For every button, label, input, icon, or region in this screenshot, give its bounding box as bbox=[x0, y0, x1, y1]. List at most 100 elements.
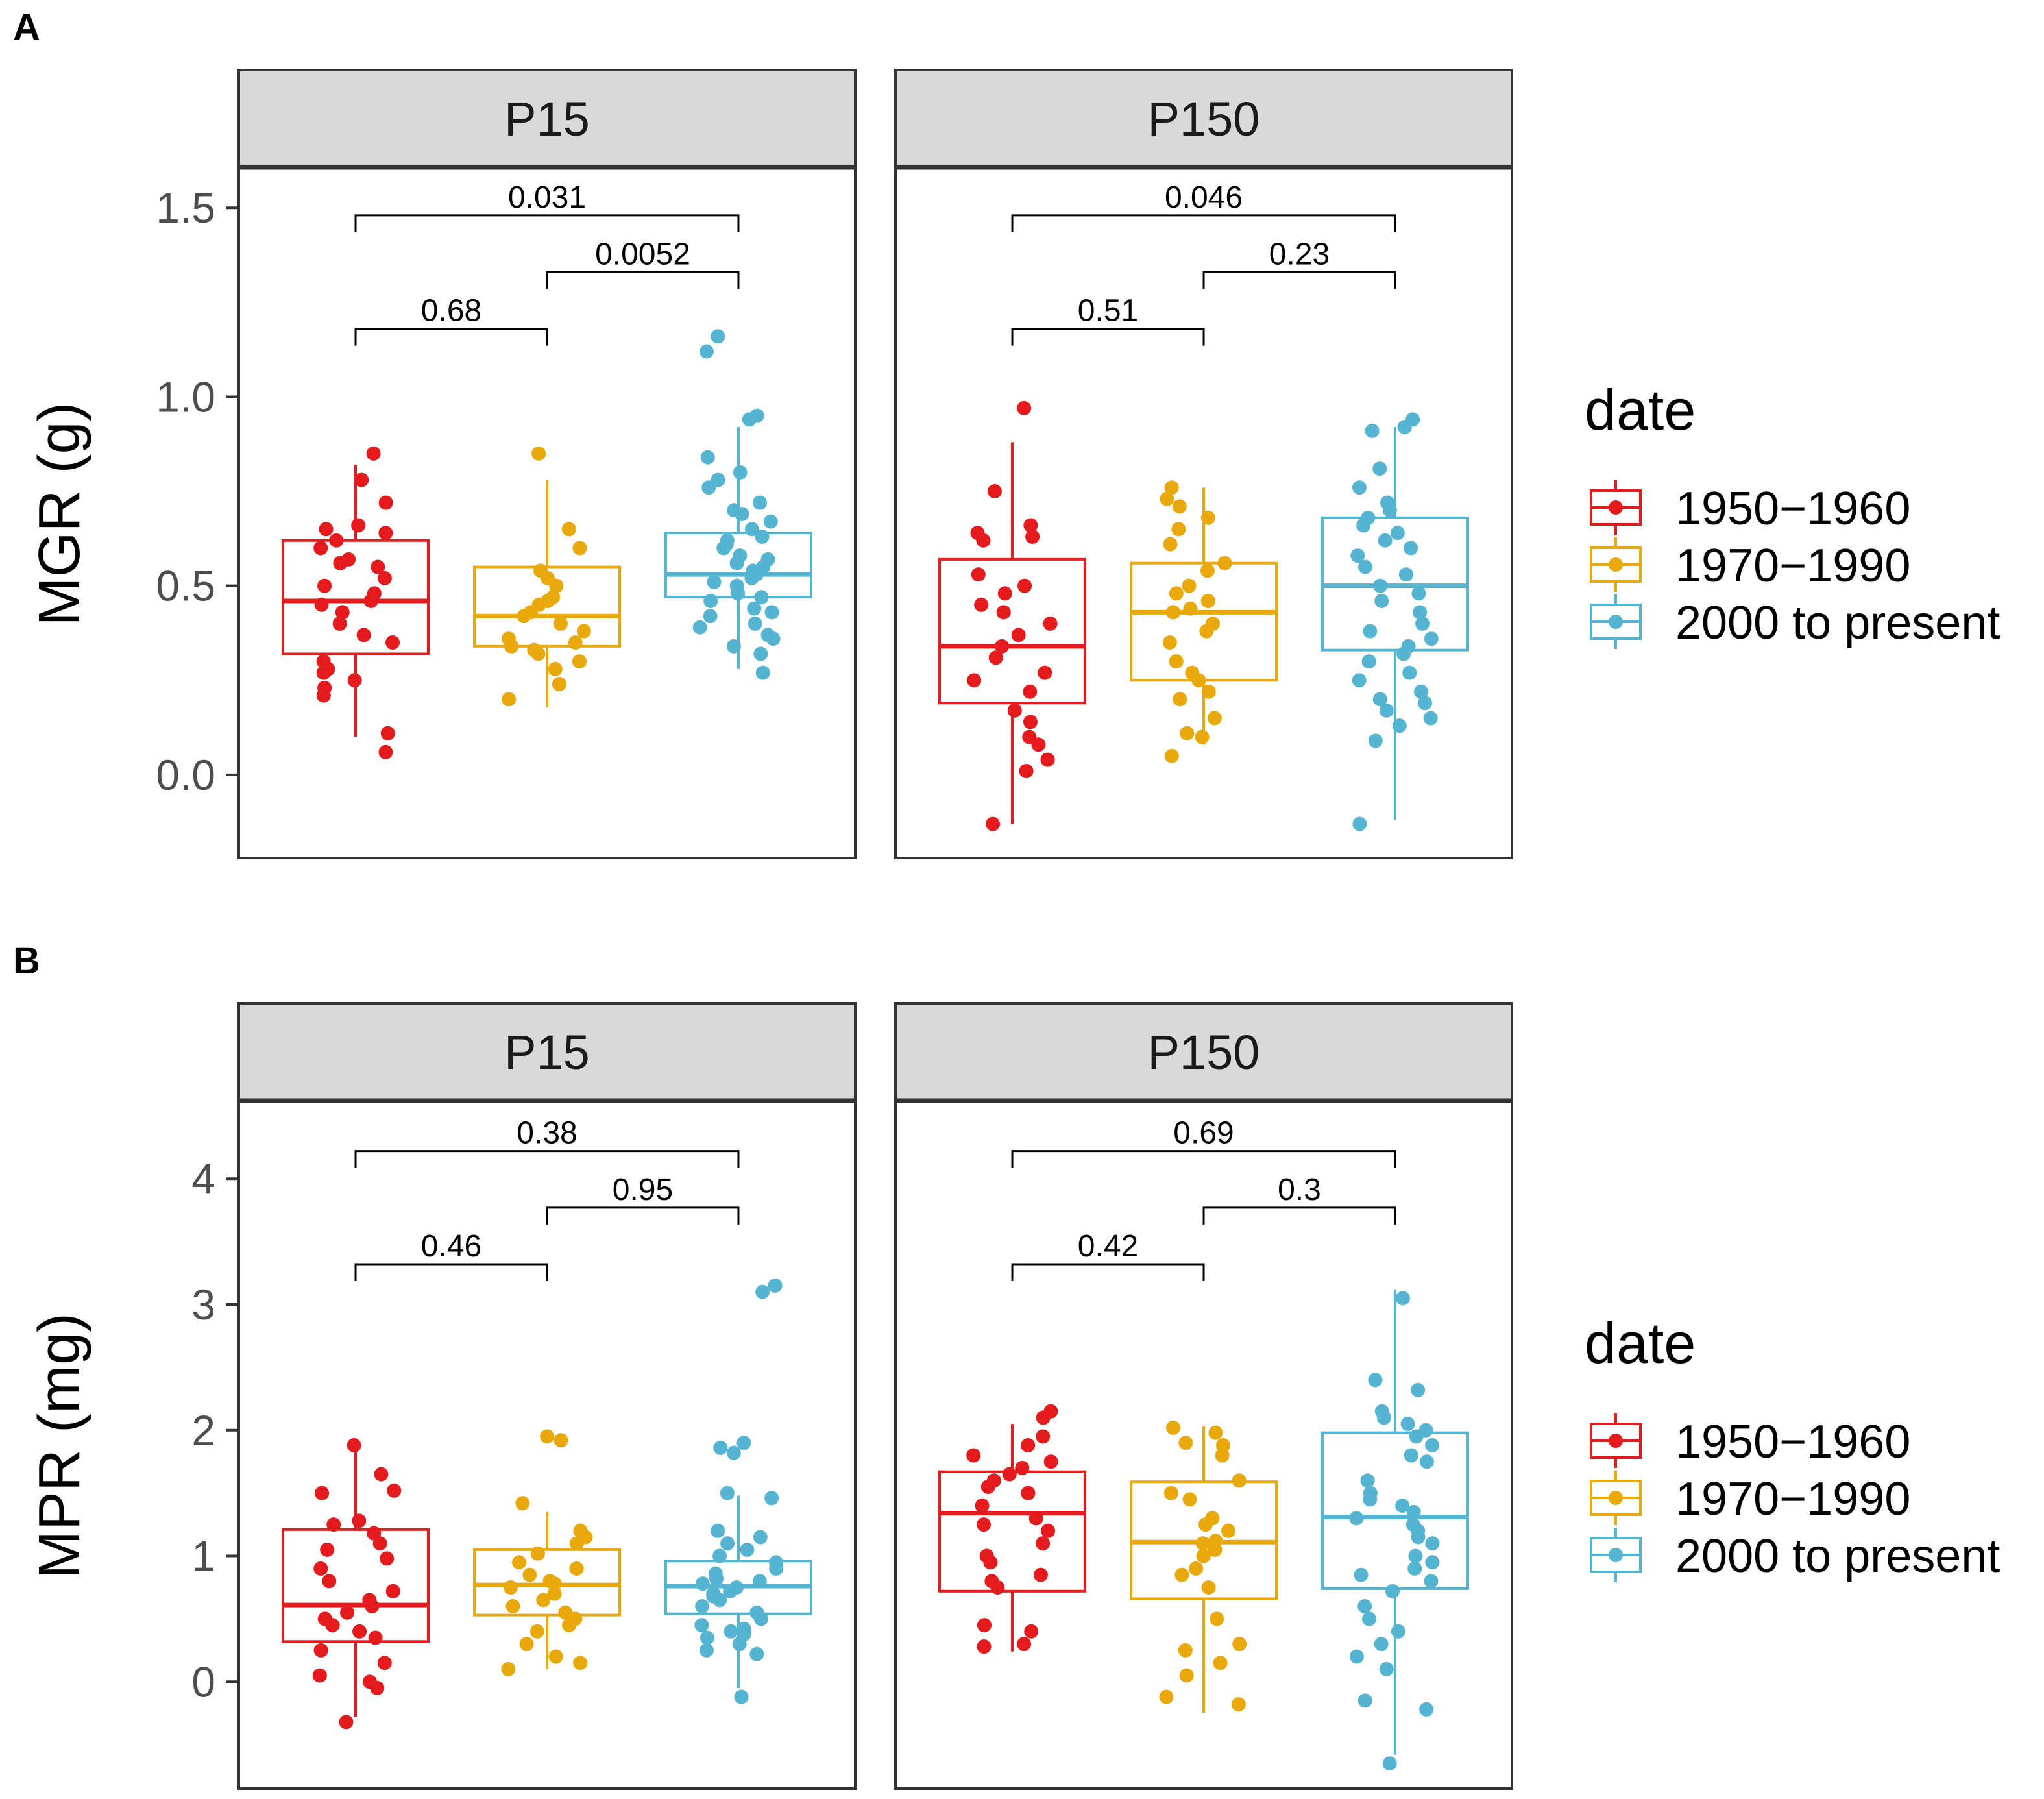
data-point bbox=[387, 1483, 402, 1498]
data-point bbox=[1215, 1448, 1230, 1463]
legend-key-point bbox=[1609, 1491, 1623, 1505]
legend-key-point bbox=[1609, 1434, 1623, 1448]
data-point bbox=[371, 559, 385, 574]
data-point bbox=[339, 1715, 354, 1730]
data-point bbox=[1352, 480, 1367, 495]
data-point bbox=[997, 586, 1012, 601]
data-point bbox=[1232, 1473, 1247, 1488]
data-point bbox=[700, 450, 715, 465]
data-point bbox=[1424, 1574, 1439, 1589]
data-point bbox=[1396, 646, 1411, 661]
data-point bbox=[1213, 1656, 1228, 1670]
data-point bbox=[1024, 1624, 1039, 1639]
legend-entry: 1950−1960 bbox=[1590, 1414, 1910, 1468]
bracket-line bbox=[546, 1206, 740, 1225]
data-point bbox=[699, 1643, 714, 1658]
data-point bbox=[726, 1445, 741, 1460]
legend-entry: 1970−1990 bbox=[1590, 537, 1910, 592]
p-value-label: 0.42 bbox=[1078, 1229, 1138, 1264]
data-point bbox=[1164, 748, 1179, 763]
comparison-bracket: 0.046 bbox=[1011, 180, 1396, 232]
comparison-bracket: 0.3 bbox=[1202, 1173, 1396, 1225]
comparison-bracket: 0.42 bbox=[1011, 1229, 1205, 1282]
data-point bbox=[548, 1649, 563, 1664]
box-1 bbox=[938, 1404, 1087, 1654]
data-point bbox=[316, 665, 331, 680]
data-point bbox=[1424, 631, 1439, 646]
box-iqr bbox=[282, 1528, 430, 1643]
comparison-bracket: 0.38 bbox=[354, 1116, 740, 1168]
data-point bbox=[1002, 1467, 1017, 1482]
data-point bbox=[1404, 1448, 1418, 1463]
legend-entry: 1950−1960 bbox=[1590, 480, 1910, 535]
data-point bbox=[720, 1486, 735, 1500]
data-point bbox=[1200, 593, 1215, 608]
bracket-line bbox=[354, 1150, 740, 1168]
data-point bbox=[1036, 1429, 1051, 1444]
data-point bbox=[1379, 703, 1394, 718]
data-point bbox=[1017, 578, 1032, 593]
data-point bbox=[1217, 556, 1232, 570]
data-point bbox=[724, 1624, 738, 1639]
data-point bbox=[1164, 480, 1179, 495]
data-point bbox=[1196, 1548, 1211, 1563]
data-point bbox=[1368, 1373, 1383, 1388]
data-point bbox=[1352, 816, 1367, 831]
data-point bbox=[356, 628, 371, 642]
data-point bbox=[1411, 1530, 1426, 1545]
data-point bbox=[1166, 1420, 1181, 1435]
comparison-bracket: 0.0052 bbox=[546, 237, 740, 289]
data-point bbox=[755, 529, 770, 544]
data-point bbox=[988, 650, 1003, 665]
data-point bbox=[1415, 616, 1430, 631]
data-point bbox=[1413, 605, 1428, 620]
data-point bbox=[1021, 1438, 1036, 1453]
data-point bbox=[1166, 605, 1181, 620]
data-point bbox=[1171, 522, 1186, 537]
facet-panel-border bbox=[237, 166, 857, 859]
data-point bbox=[1036, 1410, 1051, 1425]
data-point bbox=[320, 1542, 335, 1557]
box-1 bbox=[938, 400, 1087, 831]
data-point bbox=[1409, 1429, 1424, 1444]
data-point bbox=[352, 1513, 367, 1528]
data-point bbox=[711, 1523, 725, 1538]
data-point bbox=[1360, 1473, 1375, 1488]
data-point bbox=[1361, 1611, 1376, 1626]
data-point bbox=[378, 495, 393, 510]
facet-p150: P150 0.42 0.3 0.69 bbox=[894, 1002, 1513, 1790]
data-point bbox=[1363, 624, 1378, 639]
data-point bbox=[1357, 1599, 1372, 1614]
bracket-line bbox=[1011, 1150, 1396, 1168]
data-point bbox=[732, 1637, 747, 1652]
comparison-bracket: 0.95 bbox=[546, 1173, 740, 1225]
box-2 bbox=[1130, 1420, 1278, 1713]
data-point bbox=[1015, 1460, 1030, 1475]
data-point bbox=[1043, 616, 1058, 631]
data-point bbox=[1395, 1499, 1410, 1513]
data-point bbox=[504, 639, 519, 654]
data-point bbox=[1397, 420, 1412, 435]
data-point bbox=[990, 1580, 1005, 1595]
data-point bbox=[1040, 752, 1055, 767]
box-1 bbox=[282, 446, 430, 759]
data-point bbox=[332, 616, 347, 631]
data-point bbox=[752, 1574, 767, 1589]
data-point bbox=[1374, 1637, 1389, 1652]
data-point bbox=[966, 1448, 981, 1463]
data-point bbox=[1174, 1567, 1189, 1582]
data-point bbox=[1398, 567, 1413, 582]
data-point bbox=[752, 495, 767, 510]
data-point bbox=[352, 1624, 367, 1639]
data-point bbox=[1041, 1523, 1056, 1538]
data-point bbox=[1404, 541, 1418, 556]
data-point bbox=[711, 329, 725, 344]
p-value-label: 0.46 bbox=[421, 1229, 481, 1264]
data-point bbox=[531, 646, 546, 661]
data-point bbox=[561, 522, 576, 537]
legend-label: 2000 to present bbox=[1675, 597, 2000, 649]
data-point bbox=[1354, 1567, 1369, 1582]
facet-strip bbox=[894, 69, 1513, 169]
data-point bbox=[764, 605, 779, 620]
facet-strip-label: P15 bbox=[504, 1025, 590, 1079]
